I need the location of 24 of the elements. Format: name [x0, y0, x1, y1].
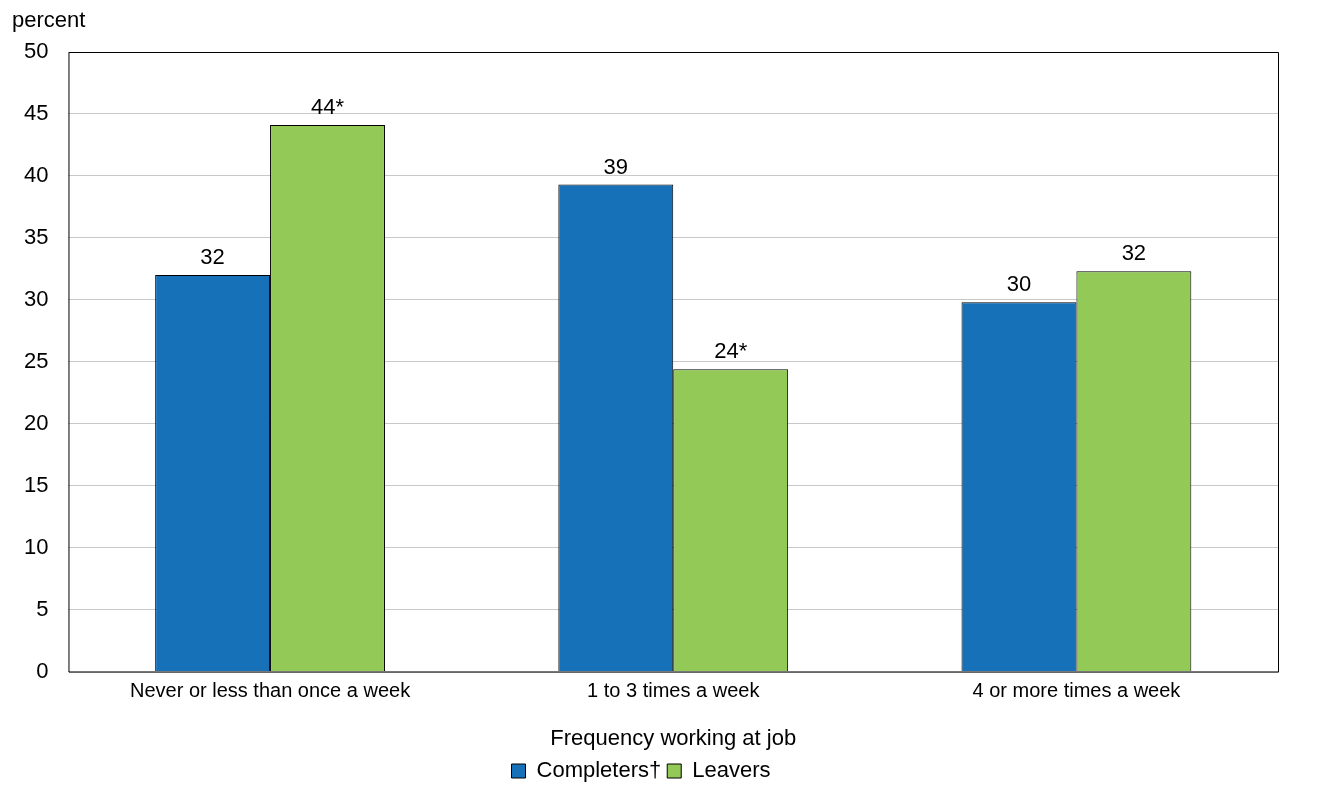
- data-label: 32: [200, 244, 225, 270]
- data-label: 39: [603, 153, 629, 179]
- y-tick-label: 0: [36, 657, 49, 683]
- data-label: 44*: [310, 94, 345, 120]
- y-tick-label: 45: [23, 100, 49, 126]
- y-tick-label: 5: [36, 595, 49, 621]
- y-tick-label: 15: [23, 471, 49, 497]
- y-tick-label: 30: [23, 285, 49, 311]
- y-tick-label: 40: [23, 161, 49, 187]
- x-tick-label: 4 or more times a week: [972, 679, 1182, 702]
- y-tick-label: 10: [23, 533, 49, 559]
- y-tick-label: 20: [23, 409, 49, 435]
- legend-label: Leavers: [692, 757, 771, 783]
- y-tick-label: 35: [23, 223, 49, 249]
- x-tick-label: 1 to 3 times a week: [587, 679, 761, 702]
- y-axis-title: percent: [12, 7, 86, 33]
- x-tick-label: Never or less than once a week: [129, 679, 412, 702]
- legend-label: Completers†: [536, 757, 662, 783]
- data-label: 32: [1121, 240, 1147, 266]
- data-label: 30: [1006, 271, 1032, 297]
- y-tick-label: 50: [23, 38, 49, 64]
- y-tick-label: 25: [23, 347, 49, 373]
- x-axis-title: Frequency working at job: [550, 724, 797, 750]
- data-label: 24*: [714, 338, 748, 364]
